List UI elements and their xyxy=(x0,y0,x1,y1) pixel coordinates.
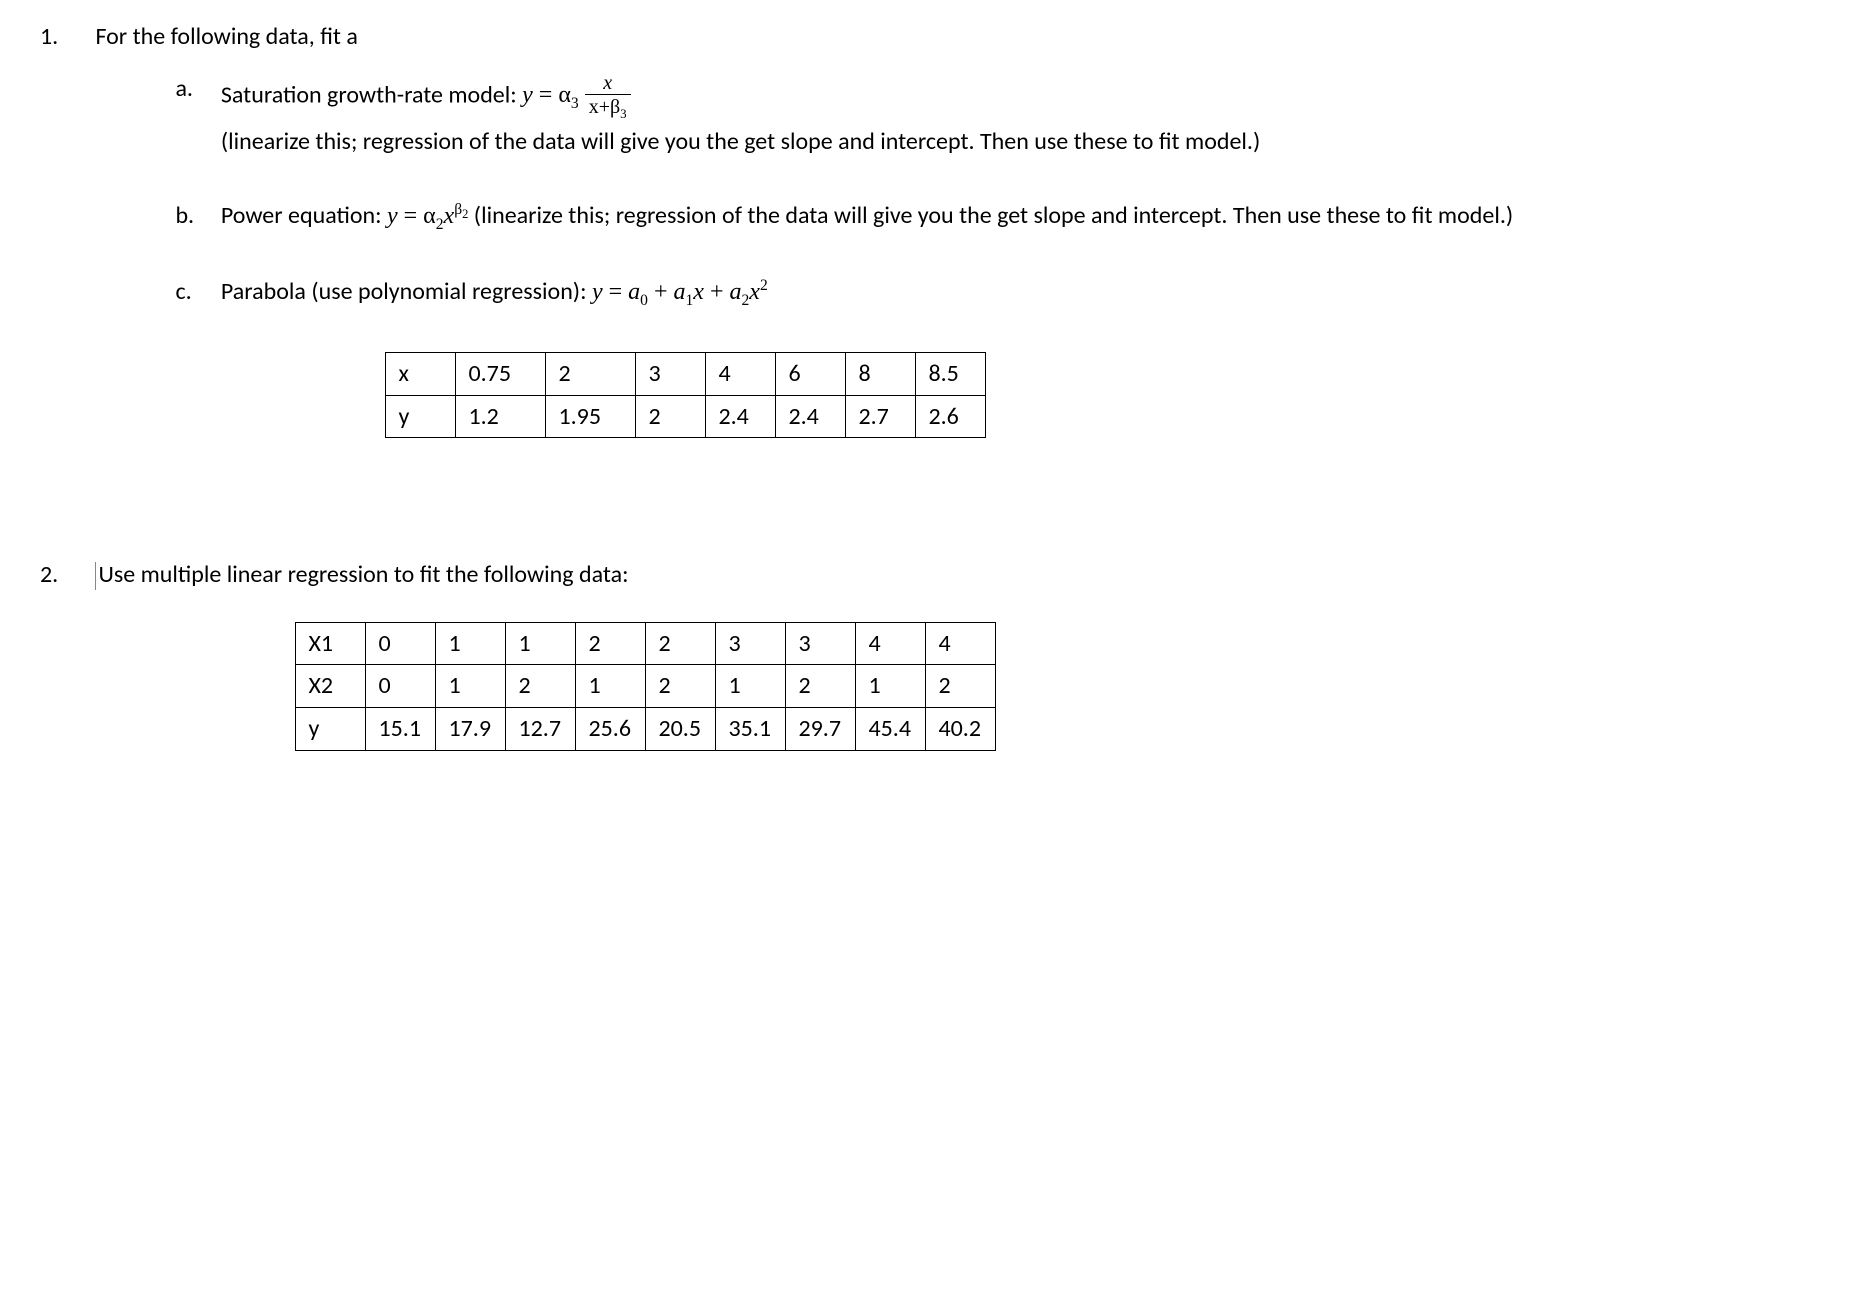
table-cell: 4 xyxy=(926,622,996,665)
table-cell: 1 xyxy=(436,622,506,665)
table-cell: 2.4 xyxy=(706,395,776,438)
q1-a-note: (linearize this; regression of the data … xyxy=(221,125,1822,159)
table-cell: 1.95 xyxy=(546,395,636,438)
table-cell: 2 xyxy=(506,665,576,708)
table-cell: 20.5 xyxy=(646,708,716,751)
table-cell: 1.2 xyxy=(456,395,546,438)
q2-body: Use multiple linear regression to fit th… xyxy=(95,558,1826,750)
table-cell: 8.5 xyxy=(916,353,986,396)
table-cell: 3 xyxy=(716,622,786,665)
q1-c: c. Parabola (use polynomial regression):… xyxy=(95,275,1826,312)
table-cell: 0.75 xyxy=(456,353,546,396)
q2-table-wrap: X1 0 1 1 2 2 3 3 4 4 X2 0 1 2 1 xyxy=(295,622,1826,751)
table-row: y 15.1 17.9 12.7 25.6 20.5 35.1 29.7 45.… xyxy=(296,708,996,751)
table-cell: 1 xyxy=(716,665,786,708)
table-row: X1 0 1 1 2 2 3 3 4 4 xyxy=(296,622,996,665)
q1-c-equation: y = a0 + a1x + a2x2 xyxy=(592,279,768,305)
q1-b: b. Power equation: y = α2xβ2 (linearize … xyxy=(95,199,1826,236)
table-cell: 35.1 xyxy=(716,708,786,751)
table-cell: 3 xyxy=(786,622,856,665)
q1-a-text: Saturation growth-rate model: xyxy=(221,80,522,109)
q1-b-equation: y = α2xβ2 xyxy=(387,203,468,229)
q1-table-x-label: x xyxy=(386,353,456,396)
q1-a-label: a. xyxy=(175,72,215,106)
table-cell: 3 xyxy=(636,353,706,396)
table-cell: 1 xyxy=(436,665,506,708)
table-cell: 0 xyxy=(366,622,436,665)
q1-c-label: c. xyxy=(175,275,215,309)
table-cell: 2 xyxy=(646,622,716,665)
table-cell: 45.4 xyxy=(856,708,926,751)
q2-table-x1-label: X1 xyxy=(296,622,366,665)
q2-table-x2-label: X2 xyxy=(296,665,366,708)
question-2: 2. Use multiple linear regression to fit… xyxy=(40,558,1831,750)
q1-a-equation: y = α3 xx+β3 xyxy=(522,82,631,108)
q1-intro: For the following data, fit a xyxy=(95,22,357,51)
table-cell: 1 xyxy=(856,665,926,708)
table-cell: 2 xyxy=(786,665,856,708)
q2-table-y-label: y xyxy=(296,708,366,751)
table-cell: 1 xyxy=(506,622,576,665)
table-cell: 2.4 xyxy=(776,395,846,438)
table-cell: 2 xyxy=(636,395,706,438)
table-cell: 2.7 xyxy=(846,395,916,438)
table-cell: 40.2 xyxy=(926,708,996,751)
q1-c-text: Parabola (use polynomial regression): xyxy=(221,277,592,306)
table-cell: 0 xyxy=(366,665,436,708)
table-cell: 2 xyxy=(646,665,716,708)
table-row: x 0.75 2 3 4 6 8 8.5 xyxy=(386,353,986,396)
table-cell: 2 xyxy=(576,622,646,665)
table-cell: 12.7 xyxy=(506,708,576,751)
table-cell: 17.9 xyxy=(436,708,506,751)
table-cell: 29.7 xyxy=(786,708,856,751)
q1-body: For the following data, fit a a. Saturat… xyxy=(95,20,1826,478)
table-cell: 2 xyxy=(926,665,996,708)
table-cell: 1 xyxy=(576,665,646,708)
table-cell: 2 xyxy=(546,353,636,396)
q2-text: Use multiple linear regression to fit th… xyxy=(98,560,628,589)
table-cell: 2.6 xyxy=(916,395,986,438)
table-cell: 4 xyxy=(856,622,926,665)
question-1: 1. For the following data, fit a a. Satu… xyxy=(40,20,1831,478)
table-cell: 6 xyxy=(776,353,846,396)
table-row: X2 0 1 2 1 2 1 2 1 2 xyxy=(296,665,996,708)
q2-data-table: X1 0 1 1 2 2 3 3 4 4 X2 0 1 2 1 xyxy=(295,622,996,751)
q1-table-wrap: x 0.75 2 3 4 6 8 8.5 y 1.2 1.95 2 2.4 2.… xyxy=(385,352,1826,438)
table-cell: 15.1 xyxy=(366,708,436,751)
q1-a: a. Saturation growth-rate model: y = α3 … xyxy=(95,72,1826,159)
q1-b-note: (linearize this; regression of the data … xyxy=(468,201,1513,230)
table-cell: 8 xyxy=(846,353,916,396)
table-row: y 1.2 1.95 2 2.4 2.4 2.7 2.6 xyxy=(386,395,986,438)
q2-number: 2. xyxy=(40,558,90,592)
q1-table-y-label: y xyxy=(386,395,456,438)
q1-b-content: Power equation: y = α2xβ2 (linearize thi… xyxy=(221,199,1822,236)
q1-data-table: x 0.75 2 3 4 6 8 8.5 y 1.2 1.95 2 2.4 2.… xyxy=(385,352,986,438)
q1-c-content: Parabola (use polynomial regression): y … xyxy=(221,275,1822,312)
fraction: xx+β3 xyxy=(585,72,631,122)
table-cell: 25.6 xyxy=(576,708,646,751)
q1-a-content: Saturation growth-rate model: y = α3 xx+… xyxy=(221,72,1822,159)
text-cursor xyxy=(95,562,96,590)
q1-b-text: Power equation: xyxy=(221,201,387,230)
table-cell: 4 xyxy=(706,353,776,396)
q1-number: 1. xyxy=(40,20,90,54)
q1-b-label: b. xyxy=(175,199,215,233)
